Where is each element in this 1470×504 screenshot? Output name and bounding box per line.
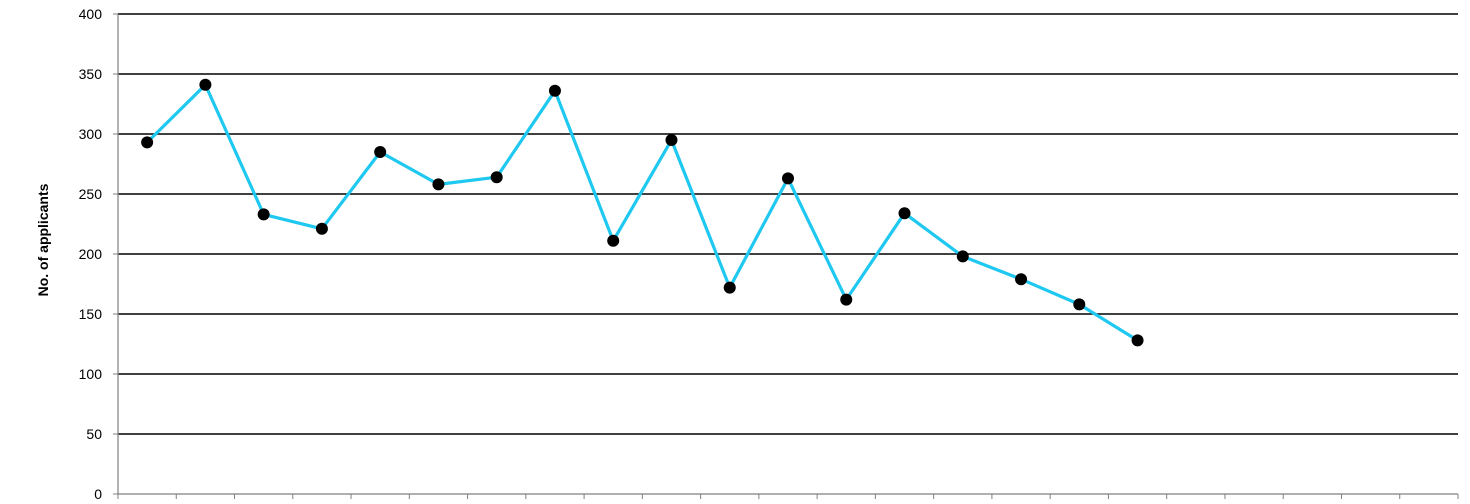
data-point-5 [374, 146, 387, 158]
data-point-17 [1073, 298, 1086, 311]
data-point-4 [315, 222, 328, 235]
y-axis-ticks: 0 50 100 150 200 250 300 350 400 [79, 6, 118, 502]
x-axis-ticks [117, 494, 1459, 499]
data-point-12 [782, 172, 794, 185]
series-group [141, 78, 1144, 347]
y-tick-label-50: 50 [86, 426, 102, 442]
series-line-0 [146, 83, 1139, 342]
data-point-9 [607, 234, 620, 247]
y-tick-label-150: 150 [79, 306, 103, 322]
data-point-7 [490, 171, 503, 184]
y-axis-title: No. of applicants [35, 183, 51, 296]
data-point-11 [723, 281, 736, 294]
y-tick-label-250: 250 [79, 186, 103, 202]
data-point-16 [1015, 273, 1028, 286]
gridlines [118, 13, 1458, 435]
data-point-8 [548, 84, 561, 97]
y-tick-label-400: 400 [79, 6, 103, 22]
data-point-15 [956, 250, 969, 263]
data-point-3 [257, 208, 270, 221]
data-point-2 [199, 78, 212, 91]
data-point-14 [898, 207, 911, 220]
data-point-1 [141, 136, 154, 149]
y-tick-label-350: 350 [79, 66, 103, 82]
data-point-6 [432, 178, 445, 191]
data-point-13 [840, 293, 853, 306]
y-tick-label-100: 100 [79, 366, 103, 382]
y-tick-label-0: 0 [94, 486, 102, 502]
data-point-18 [1131, 334, 1144, 347]
data-point-10 [665, 134, 678, 146]
y-tick-label-300: 300 [79, 126, 103, 142]
y-tick-label-200: 200 [79, 246, 103, 262]
